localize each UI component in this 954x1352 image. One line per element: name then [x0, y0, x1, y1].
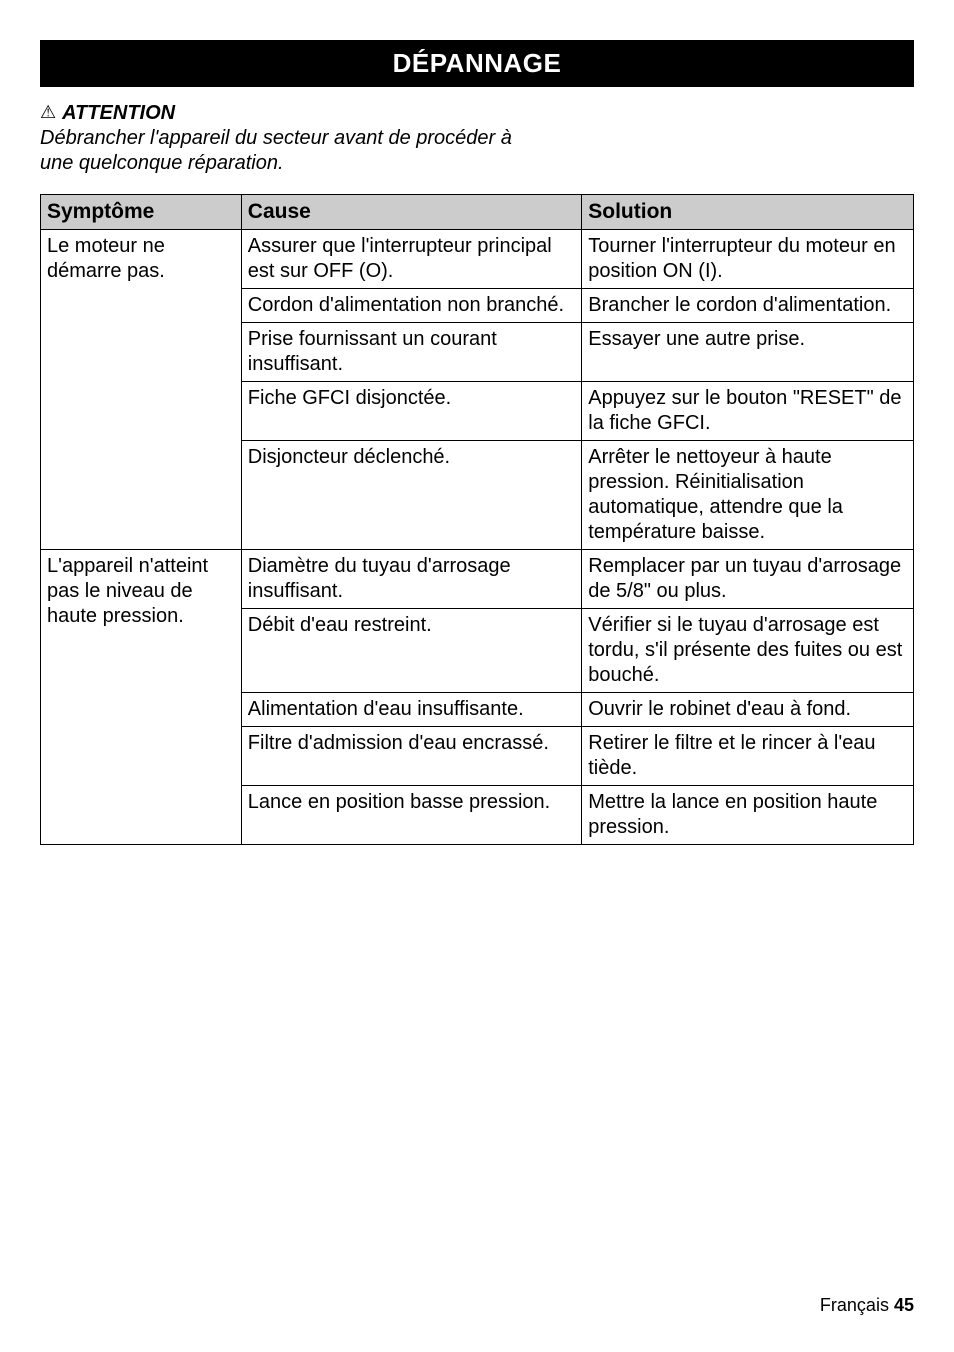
- page-footer: Français 45: [820, 1295, 914, 1316]
- cell-cause: Fiche GFCI disjonctée.: [241, 382, 581, 441]
- cell-cause: Diamètre du tuyau d'arrosage insuffisant…: [241, 550, 581, 609]
- troubleshooting-table: Symptôme Cause Solution Le moteur ne dém…: [40, 194, 914, 845]
- warning-icon: ⚠: [40, 101, 56, 124]
- cell-solution: Retirer le filtre et le rincer à l'eau t…: [582, 727, 914, 786]
- cell-symptom: Le moteur ne démarre pas.: [41, 230, 242, 550]
- cell-solution: Ouvrir le robinet d'eau à fond.: [582, 693, 914, 727]
- cell-solution: Brancher le cordon d'alimentation.: [582, 289, 914, 323]
- cell-cause: Prise fournissant un courant insuffisant…: [241, 323, 581, 382]
- cell-cause: Filtre d'admission d'eau encrassé.: [241, 727, 581, 786]
- header-cause: Cause: [241, 195, 581, 230]
- cell-solution: Tourner l'interrupteur du moteur en posi…: [582, 230, 914, 289]
- warning-body: Débrancher l'appareil du secteur avant d…: [40, 126, 521, 176]
- warning-title: ATTENTION: [62, 102, 175, 124]
- cell-solution: Appuyez sur le bouton "RESET" de la fich…: [582, 382, 914, 441]
- cell-solution: Remplacer par un tuyau d'arrosage de 5/8…: [582, 550, 914, 609]
- warning-block: ⚠ ATTENTION Débrancher l'appareil du sect…: [40, 101, 521, 176]
- footer-language: Français: [820, 1295, 889, 1315]
- cell-cause: Disjoncteur déclenché.: [241, 441, 581, 550]
- table-row: L'appareil n'atteint pas le niveau de ha…: [41, 550, 914, 609]
- cell-cause: Cordon d'alimentation non branché.: [241, 289, 581, 323]
- table-header-row: Symptôme Cause Solution: [41, 195, 914, 230]
- cell-solution: Essayer une autre prise.: [582, 323, 914, 382]
- cell-cause: Lance en position basse pression.: [241, 786, 581, 845]
- warning-heading: ⚠ ATTENTION: [40, 101, 521, 126]
- cell-symptom: L'appareil n'atteint pas le niveau de ha…: [41, 550, 242, 845]
- footer-page-number: 45: [894, 1295, 914, 1315]
- header-symptom: Symptôme: [41, 195, 242, 230]
- cell-solution: Arrêter le nettoyeur à haute pression. R…: [582, 441, 914, 550]
- table-row: Le moteur ne démarre pas. Assurer que l'…: [41, 230, 914, 289]
- cell-cause: Alimentation d'eau insuffisante.: [241, 693, 581, 727]
- cell-cause: Assurer que l'interrupteur principal est…: [241, 230, 581, 289]
- section-banner: DÉPANNAGE: [40, 40, 914, 87]
- cell-solution: Vérifier si le tuyau d'arrosage est tord…: [582, 609, 914, 693]
- cell-cause: Débit d'eau restreint.: [241, 609, 581, 693]
- header-solution: Solution: [582, 195, 914, 230]
- cell-solution: Mettre la lance en position haute pressi…: [582, 786, 914, 845]
